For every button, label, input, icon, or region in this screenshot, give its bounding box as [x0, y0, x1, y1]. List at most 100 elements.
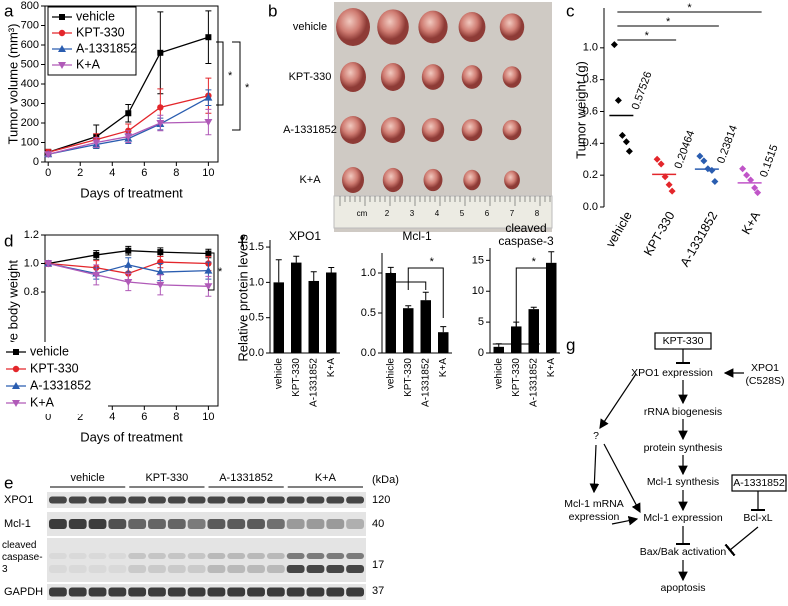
- legend-label: K+A: [76, 57, 101, 71]
- bar: [403, 308, 414, 353]
- blot-band: [68, 553, 87, 559]
- marker: [156, 120, 165, 127]
- photo-row-label: K+A: [299, 174, 321, 186]
- blot-band: [148, 496, 166, 504]
- y-tick-label: 200: [21, 117, 39, 129]
- blot-band: [227, 553, 246, 559]
- mean-label: 0.57526: [630, 70, 655, 111]
- blot-band: [68, 496, 87, 504]
- blot-band: [68, 565, 87, 573]
- tumor: [502, 119, 522, 141]
- blot-band: [266, 519, 285, 529]
- blot-band: [286, 553, 305, 559]
- legend-box: [2, 342, 108, 414]
- y-tick-label: 0.6: [583, 105, 598, 117]
- error-bar: [530, 306, 537, 310]
- kda-size: 120: [372, 494, 390, 506]
- x-tick-label: vehicle: [493, 358, 504, 390]
- y-tick-label: 400: [21, 78, 39, 90]
- tumor: [423, 168, 443, 192]
- marker: [58, 45, 66, 52]
- edge: [599, 373, 637, 429]
- y-tick-label: 0: [478, 347, 484, 359]
- significance-mark: *: [218, 266, 223, 278]
- dot: [625, 147, 633, 155]
- blot-group-label: vehicle: [71, 472, 105, 484]
- tumor: [382, 167, 404, 193]
- edge: [611, 515, 639, 526]
- tumor: [502, 66, 522, 88]
- marker: [124, 133, 133, 141]
- bar: [420, 300, 431, 353]
- blot-band: [346, 519, 365, 529]
- x-tick-label: 10: [202, 167, 214, 179]
- ruler-label: 4: [435, 209, 440, 218]
- y-axis-label: Relative protein levels: [235, 234, 250, 362]
- y-tick-label: 10: [472, 285, 484, 297]
- dot: [622, 138, 630, 146]
- blot-band: [326, 496, 345, 504]
- significance-mark: *: [666, 16, 671, 28]
- blot-band: [207, 565, 226, 573]
- blot-band: [346, 553, 365, 559]
- blot-band: [167, 587, 186, 597]
- tumor: [377, 9, 409, 45]
- blot-band: [207, 553, 226, 559]
- blot-band: [286, 496, 305, 504]
- blot-band: [68, 519, 87, 529]
- significance-mark: *: [687, 2, 692, 14]
- dot: [665, 181, 673, 189]
- blot-group-label: A-1331852: [219, 472, 273, 484]
- chart-title: XPO1: [289, 229, 321, 243]
- blot-band: [326, 565, 345, 573]
- node-label: Bcl-xL: [743, 512, 772, 524]
- kda-unit: (kDa): [372, 474, 399, 486]
- legend-label: KPT-330: [76, 25, 125, 39]
- x-tick-label: A-1331852: [678, 209, 721, 269]
- error-bar: [293, 255, 300, 263]
- blot-band: [48, 565, 67, 573]
- blot-strip: [47, 584, 366, 600]
- marker: [125, 110, 132, 117]
- blot-band: [247, 496, 265, 504]
- blot-band: [68, 587, 87, 597]
- blot-band: [108, 496, 127, 504]
- tumor: [461, 118, 483, 142]
- mean-label: 0.20464: [672, 129, 697, 170]
- bar: [493, 346, 504, 353]
- blot-band: [167, 496, 186, 504]
- mean-label: 0.23814: [715, 124, 740, 165]
- blot-band: [227, 496, 246, 504]
- ruler-label: 7: [510, 209, 515, 218]
- marker: [204, 266, 213, 274]
- tumor: [463, 169, 481, 191]
- x-tick-label: vehicle: [385, 358, 396, 390]
- node-label: apoptosis: [661, 582, 706, 594]
- node-label: Mcl-1 mRNA expression: [564, 498, 624, 523]
- marker: [58, 29, 66, 37]
- blot-band: [187, 565, 206, 573]
- x-tick-label: 0: [45, 411, 51, 423]
- x-tick-label: 4: [109, 167, 115, 179]
- y-tick-label: 0.5: [361, 307, 376, 319]
- legend-label: K+A: [30, 395, 55, 409]
- marker: [44, 151, 53, 159]
- blot-band: [326, 553, 345, 559]
- blot-band: [286, 565, 305, 573]
- y-tick-label: 0.8: [24, 286, 39, 298]
- significance-mark: *: [245, 82, 250, 94]
- y-tick-label: 0.4: [583, 137, 598, 149]
- error-bar: [440, 326, 447, 333]
- blot-band: [207, 587, 226, 597]
- y-tick-label: 1.5: [249, 241, 264, 253]
- blot-band: [108, 565, 127, 573]
- x-tick-label: vehicle: [603, 209, 635, 250]
- node-label: A-1331852: [733, 477, 785, 489]
- marker: [157, 104, 164, 111]
- blot-band: [128, 553, 147, 559]
- y-tick-label: 1.0: [583, 42, 598, 54]
- blot-band: [266, 496, 285, 504]
- marker: [125, 247, 132, 254]
- tumor: [458, 11, 486, 43]
